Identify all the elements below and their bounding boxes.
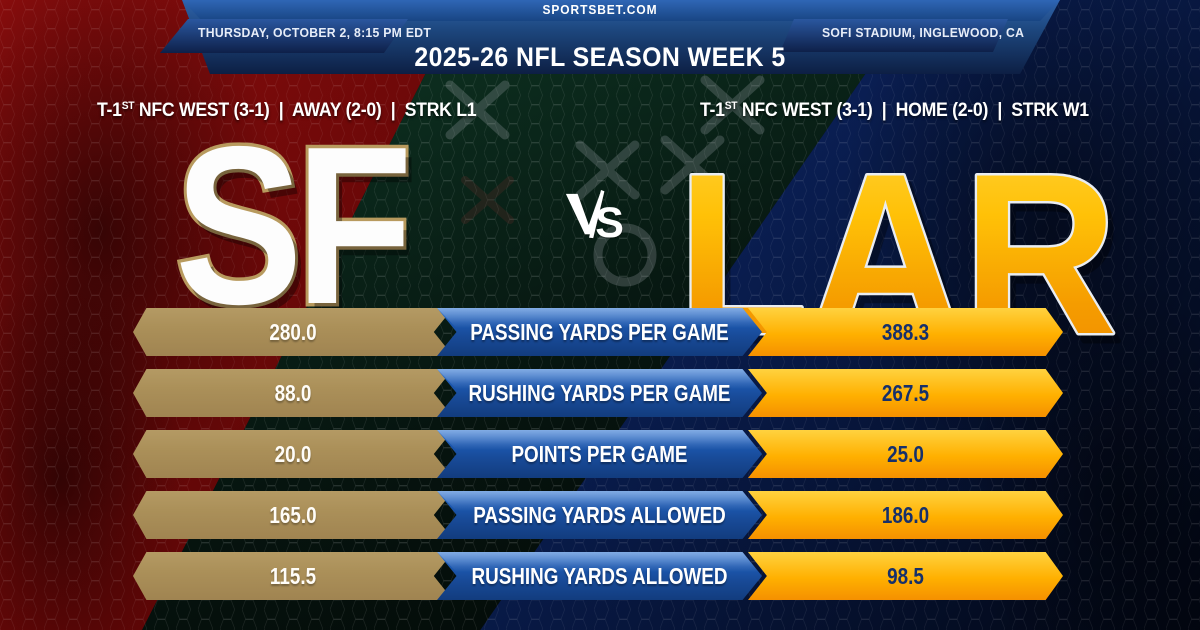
svg-text:S: S — [595, 199, 624, 247]
